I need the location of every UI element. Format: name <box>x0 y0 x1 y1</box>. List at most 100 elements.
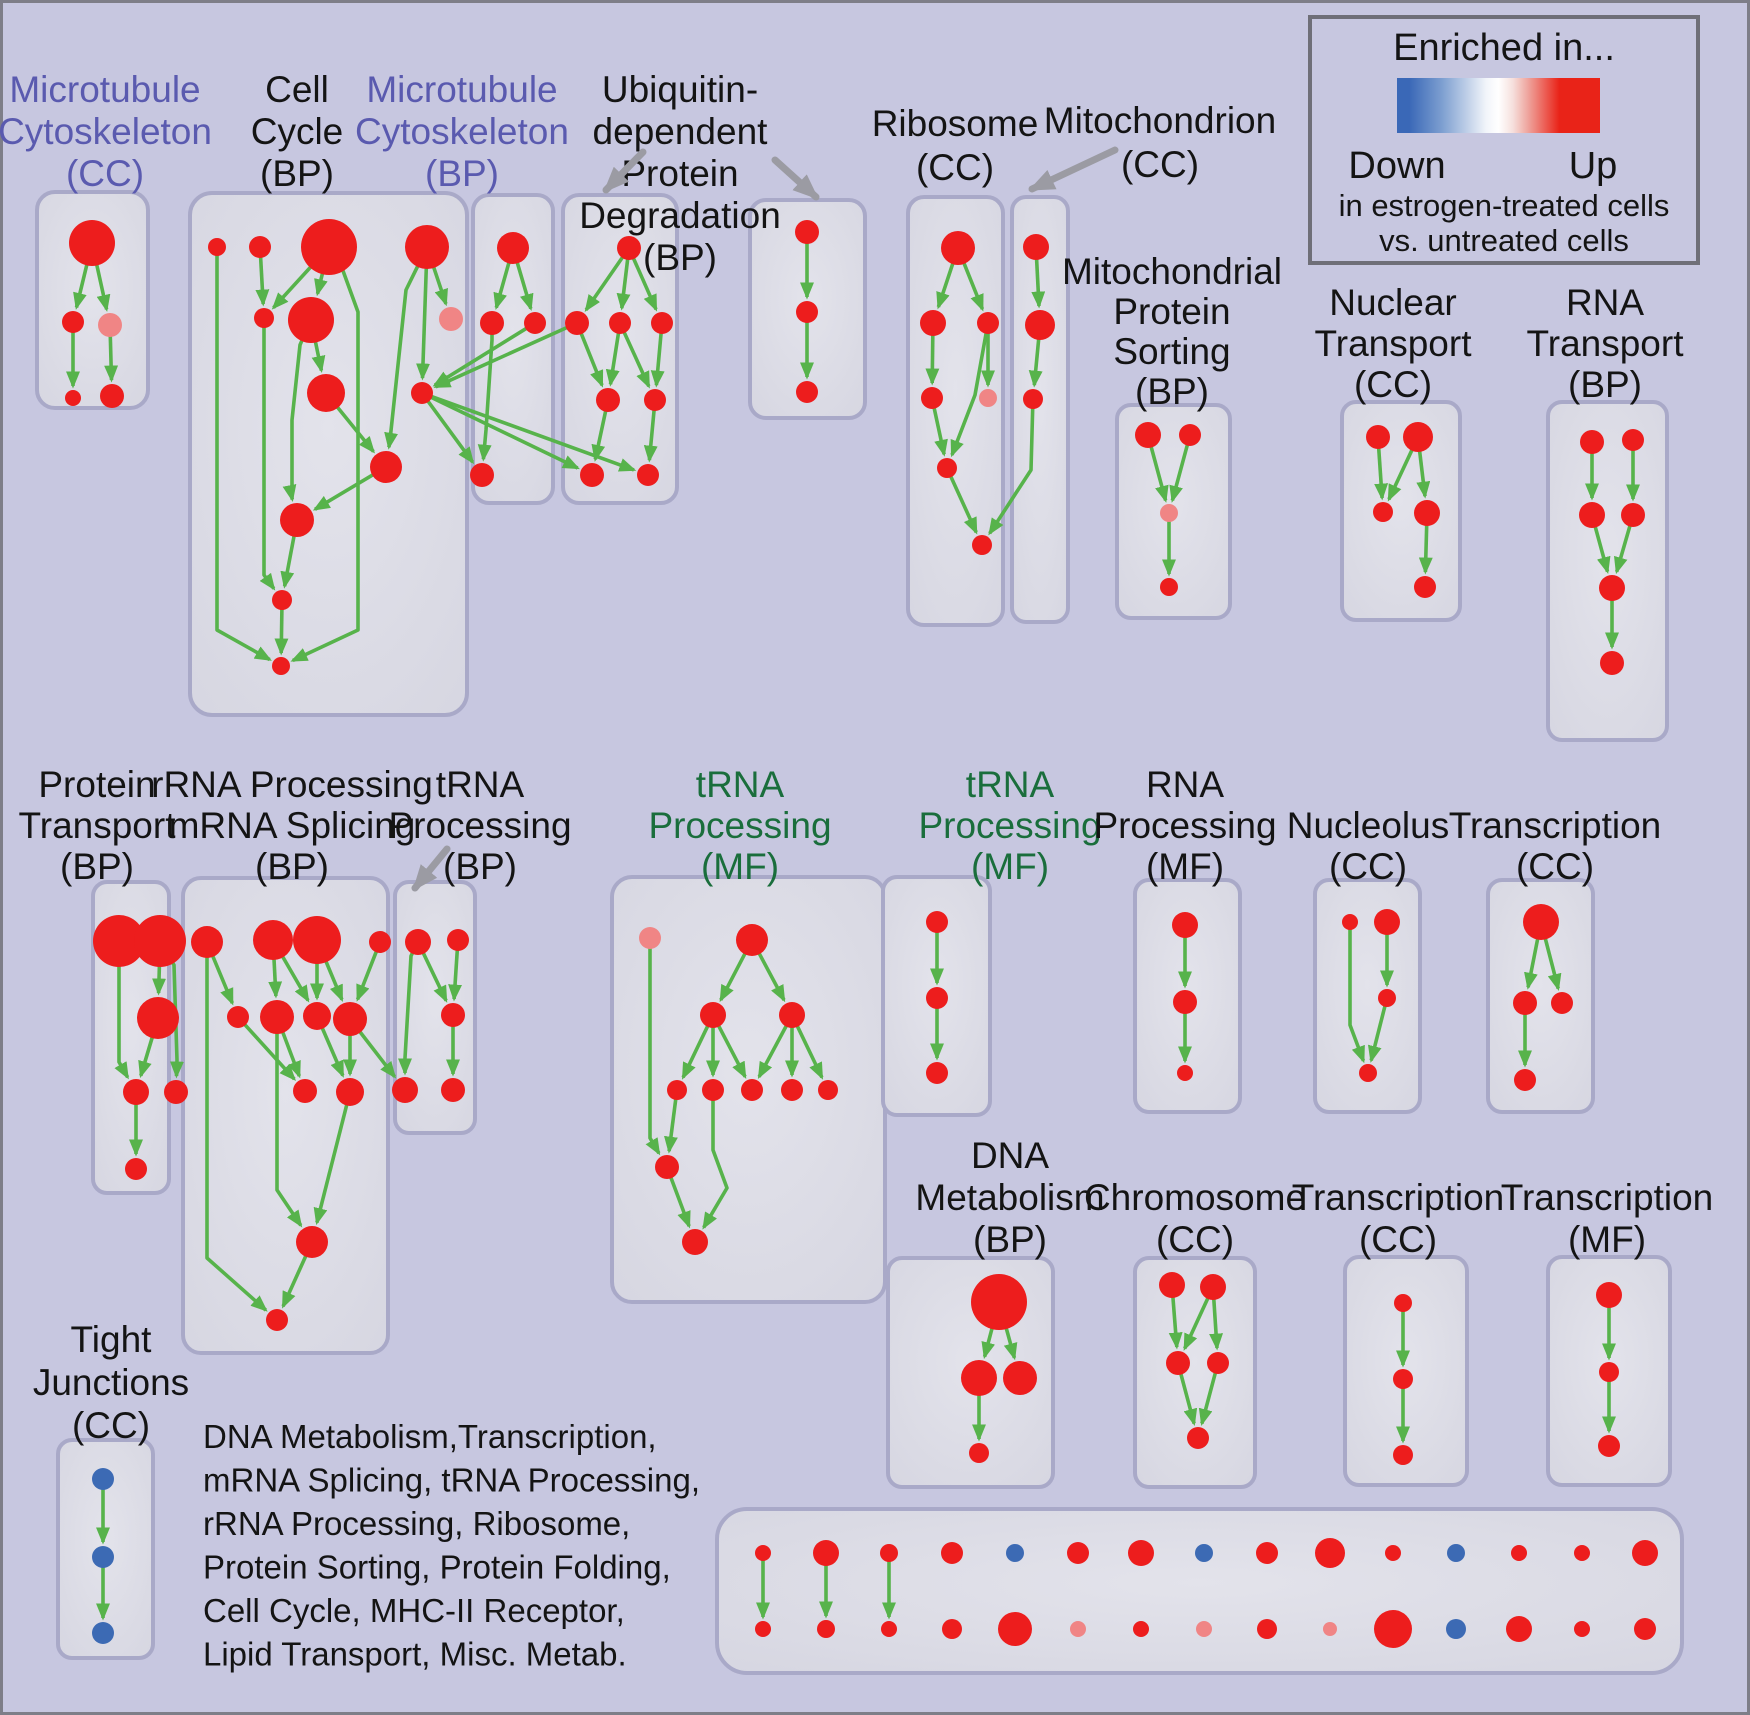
node-rrna-k <box>296 1226 328 1258</box>
edge-arrow <box>1149 446 1169 503</box>
group-label-line: Mitochondrion <box>1044 100 1276 141</box>
edge-arrow <box>431 266 448 307</box>
node-tcc1-b <box>1513 991 1537 1015</box>
node-ub2-c <box>796 381 818 403</box>
group-label-line: (CC) <box>66 153 144 194</box>
edge-arrow <box>1031 258 1046 309</box>
node-ntrans-c <box>1373 502 1393 522</box>
node-tcc1-c <box>1551 992 1573 1014</box>
node-chrom-c <box>1166 1351 1190 1375</box>
node-mtbp-b <box>480 311 504 335</box>
pointer-arrow <box>411 845 451 892</box>
node-cc-a <box>208 238 226 256</box>
group-label-line: (BP) <box>643 237 717 278</box>
edge-arrow <box>114 966 130 1080</box>
node-tmf2-c <box>926 1062 948 1084</box>
node-nuc-a <box>1342 914 1358 930</box>
legend-box <box>1308 15 1700 265</box>
edge-arrow <box>932 407 948 457</box>
edge-arrow <box>1416 450 1431 499</box>
edge-arrow <box>757 952 786 1003</box>
node-rib-g <box>972 535 992 555</box>
edge-arrow <box>426 400 475 465</box>
node-tj-a <box>92 1468 114 1490</box>
node-ub-a <box>617 236 641 260</box>
node-tmf-k <box>682 1229 708 1255</box>
node-misc-t13 <box>1511 1545 1527 1561</box>
legend-title: Enriched in... <box>1393 27 1615 69</box>
edge-arrow <box>962 262 985 312</box>
group-label-line: Processing <box>918 805 1101 846</box>
node-dnam-a <box>971 1274 1027 1330</box>
group-label-line: Cell <box>265 69 329 110</box>
group-label-line: Ribosome <box>872 103 1039 144</box>
node-tmf-d <box>779 1002 805 1028</box>
group-label-line: Protein <box>1113 291 1230 332</box>
node-misc-b10 <box>1323 1622 1337 1636</box>
edge-arrow <box>311 341 326 373</box>
group-label-line: (BP) <box>973 1219 1047 1260</box>
pointer-arrow <box>602 148 647 194</box>
node-misc-t8 <box>1195 1544 1213 1562</box>
group-box-ntrans <box>1340 400 1462 622</box>
node-rrna-c <box>293 916 341 964</box>
node-tcc1-d <box>1514 1069 1536 1091</box>
node-rib-d <box>921 387 943 409</box>
node-rnap-c <box>1177 1065 1193 1081</box>
annotation-text: DNA Metabolism,Transcription, mRNA Splici… <box>203 1418 700 1673</box>
node-rib-f <box>937 458 957 478</box>
node-ptrans-d <box>123 1079 149 1105</box>
edge-arrow <box>355 950 379 1002</box>
edge-arrow <box>631 257 658 312</box>
legend-gradient-bar <box>1397 78 1600 133</box>
edge-arrow <box>1028 338 1043 388</box>
node-rnat-c <box>1579 502 1605 528</box>
edge-arrow <box>1543 938 1562 991</box>
node-misc-t4 <box>941 1542 963 1564</box>
node-misc-b3 <box>881 1621 897 1637</box>
node-tbp-b <box>447 929 469 951</box>
node-rrna-g <box>303 1002 331 1030</box>
group-label-tcc1: Transcription (CC) <box>1449 805 1661 887</box>
group-label-rib: Ribosome (CC) <box>872 103 1039 188</box>
edge-arrow <box>281 1031 301 1079</box>
edge-arrow <box>515 261 534 312</box>
node-nuc-b <box>1374 909 1400 935</box>
edge-arrow <box>643 409 658 463</box>
group-label-mtbp: Microtubule Cytoskeleton (BP) <box>355 69 569 194</box>
group-label-line: Chromosome <box>1084 1177 1306 1218</box>
edge-arrow <box>282 339 304 503</box>
layer-annotations: Microtubule Cytoskeleton (CC)Cell Cycle (BP)… <box>0 15 1713 1673</box>
node-mito-a <box>1023 234 1049 260</box>
node-tmf3-b <box>1599 1362 1619 1382</box>
node-tbp-d <box>392 1077 418 1103</box>
node-mtbp-c <box>524 312 546 334</box>
node-misc-t12 <box>1447 1544 1465 1562</box>
edge-arrow <box>73 263 89 310</box>
node-nuc-d <box>1359 1064 1377 1082</box>
group-label-line: Cytoskeleton <box>355 111 569 152</box>
edge-arrow <box>493 261 511 311</box>
annotation-line: mRNA Splicing, tRNA Processing, <box>203 1462 700 1499</box>
group-label-line: Transcription <box>1292 1177 1504 1218</box>
group-label-line: Processing <box>388 805 571 846</box>
edge-arrow <box>104 335 119 383</box>
node-misc-b6 <box>1070 1621 1086 1637</box>
group-label-line: Nuclear <box>1329 282 1457 323</box>
node-ub-f <box>644 389 666 411</box>
node-tmf2-a <box>926 911 948 933</box>
group-label-tmf: tRNA Processing (MF) <box>648 764 831 887</box>
annotation-line: rRNA Processing, Ribosome, <box>203 1505 630 1542</box>
node-cc-d <box>405 225 449 269</box>
edge-arrow <box>1374 447 1389 501</box>
node-misc-t1 <box>755 1545 771 1561</box>
group-box-misc <box>715 1507 1684 1675</box>
node-misc-t2 <box>813 1540 839 1566</box>
edge-arrow <box>1418 524 1433 575</box>
node-dnam-d <box>969 1443 989 1463</box>
edge-arrow <box>925 334 940 386</box>
group-label-ptrans: Protein Transport (BP) <box>19 764 177 887</box>
pointer-arrow <box>1028 146 1119 193</box>
group-label-tmf2: tRNA Processing (MF) <box>918 764 1101 887</box>
